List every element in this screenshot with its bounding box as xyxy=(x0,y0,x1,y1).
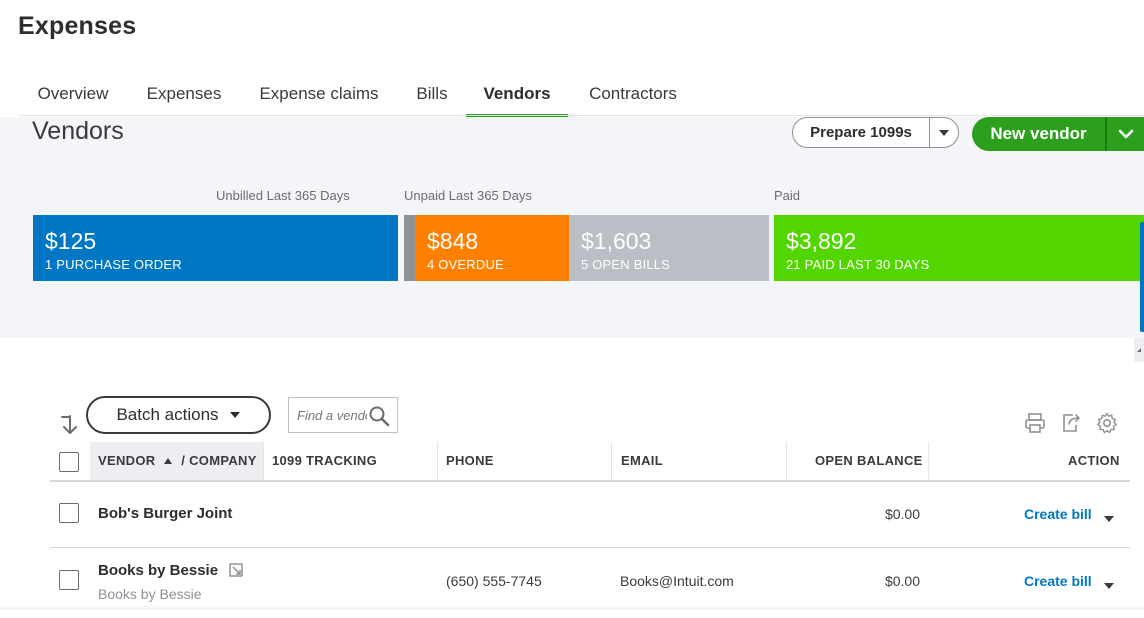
open-bills-amount: $1,603 xyxy=(581,228,652,254)
page-title: Expenses xyxy=(18,12,137,40)
scroll-fade xyxy=(0,604,1144,610)
purchase-order-caption: 1 PURCHASE ORDER xyxy=(45,257,182,272)
column-divider xyxy=(263,442,264,480)
table-row[interactable]: Books by Bessie Books by Bessie (650) 55… xyxy=(50,548,1130,618)
column-divider xyxy=(611,442,612,480)
column-divider xyxy=(437,442,438,480)
tab-bills[interactable]: Bills xyxy=(416,84,448,103)
open-bills-bar[interactable]: $1,603 5 OPEN BILLS xyxy=(569,215,769,281)
phone-column-header[interactable]: PHONE xyxy=(446,453,494,468)
scrollbar-thumb[interactable] xyxy=(1140,222,1144,332)
purchase-order-bar[interactable]: $125 1 PURCHASE ORDER xyxy=(33,215,398,281)
batch-actions-button[interactable]: Batch actions xyxy=(86,396,271,434)
row-action-dropdown-icon[interactable] xyxy=(1103,577,1115,595)
tab-bar: Overview Expenses Expense claims Bills V… xyxy=(18,84,1144,118)
print-icon[interactable] xyxy=(1024,412,1046,439)
vendor-note-icon[interactable] xyxy=(228,562,244,582)
column-divider xyxy=(786,442,787,480)
action-column-header: ACTION xyxy=(1068,453,1120,468)
unpaid-label: Unpaid Last 365 Days xyxy=(404,188,532,203)
caret-down-icon xyxy=(229,412,240,418)
vendor-name[interactable]: Bob's Burger Joint xyxy=(98,505,233,522)
new-vendor-button[interactable]: New vendor xyxy=(972,117,1144,151)
tab-overview[interactable]: Overview xyxy=(37,84,109,103)
vendor-phone: (650) 555-7745 xyxy=(446,573,542,589)
row-action-dropdown-icon[interactable] xyxy=(1103,510,1115,528)
prepare-1099-dropdown-icon[interactable] xyxy=(930,129,958,137)
prepare-1099-label: Prepare 1099s xyxy=(810,124,912,141)
batch-actions-label: Batch actions xyxy=(116,405,219,424)
purchase-order-amount: $125 xyxy=(45,228,97,254)
vendor-search-input[interactable] xyxy=(297,406,367,424)
new-vendor-dropdown-icon[interactable] xyxy=(1107,129,1144,139)
vendor-name[interactable]: Books by Bessie xyxy=(98,562,219,579)
paid-caption: 21 PAID LAST 30 DAYS xyxy=(786,257,930,272)
overdue-caption: 4 OVERDUE xyxy=(427,257,504,272)
section-title: Vendors xyxy=(32,117,124,145)
table-row[interactable]: Bob's Burger Joint $0.00 Create bill xyxy=(50,482,1130,548)
overdue-bar[interactable]: $848 4 OVERDUE xyxy=(415,215,569,281)
tab-expense-claims[interactable]: Expense claims xyxy=(259,84,379,103)
paid-label: Paid xyxy=(774,188,801,203)
sort-ascending-icon xyxy=(164,458,173,464)
open-balance-value: $0.00 xyxy=(884,573,920,589)
export-icon[interactable] xyxy=(1060,412,1082,439)
new-vendor-label: New vendor xyxy=(990,124,1087,143)
open-balance-value: $0.00 xyxy=(884,506,920,522)
button-divider xyxy=(929,118,930,147)
settings-gear-icon[interactable] xyxy=(1096,412,1118,439)
overdue-amount: $848 xyxy=(427,228,479,254)
open-bills-caption: 5 OPEN BILLS xyxy=(581,257,671,272)
sorted-column-highlight xyxy=(90,442,263,480)
create-bill-link[interactable]: Create bill xyxy=(1024,573,1092,589)
column-divider xyxy=(928,442,929,480)
search-icon[interactable] xyxy=(368,405,390,432)
tab-vendors[interactable]: Vendors xyxy=(466,84,568,118)
tracking-column-header[interactable]: 1099 TRACKING xyxy=(272,453,378,468)
tab-divider xyxy=(18,115,1144,116)
unbilled-label: Unbilled Last 365 Days xyxy=(216,188,350,203)
open-balance-column-header[interactable]: OPEN BALANCE xyxy=(815,453,923,468)
vendor-search-box[interactable] xyxy=(288,397,398,433)
select-all-checkbox[interactable] xyxy=(59,452,79,472)
tab-contractors[interactable]: Contractors xyxy=(589,84,677,103)
vendor-column-header[interactable]: VENDOR / COMPANY xyxy=(98,442,257,480)
prepare-1099-button[interactable]: Prepare 1099s xyxy=(792,117,959,148)
scroll-arrow-icon[interactable] xyxy=(1134,338,1144,362)
paid-bar[interactable]: $3,892 21 PAID LAST 30 DAYS xyxy=(774,215,1144,281)
vendor-header-label: VENDOR xyxy=(98,453,156,468)
sort-arrow-icon[interactable] xyxy=(60,414,80,441)
email-column-header[interactable]: EMAIL xyxy=(621,453,663,468)
unpaid-edge-marker xyxy=(404,215,415,281)
create-bill-link[interactable]: Create bill xyxy=(1024,506,1092,522)
row-checkbox[interactable] xyxy=(59,503,79,523)
vendor-company: Books by Bessie xyxy=(98,586,202,602)
vendor-summary-panel: Vendors Prepare 1099s New vendor Unbille… xyxy=(0,117,1144,338)
paid-amount: $3,892 xyxy=(786,228,857,254)
table-header: VENDOR / COMPANY 1099 TRACKING PHONE EMA… xyxy=(50,442,1130,482)
tab-expenses[interactable]: Expenses xyxy=(146,84,222,103)
button-divider xyxy=(1105,117,1107,151)
company-header-label: / COMPANY xyxy=(181,453,257,468)
vendor-email[interactable]: Books@Intuit.com xyxy=(620,573,734,589)
row-checkbox[interactable] xyxy=(59,570,79,590)
